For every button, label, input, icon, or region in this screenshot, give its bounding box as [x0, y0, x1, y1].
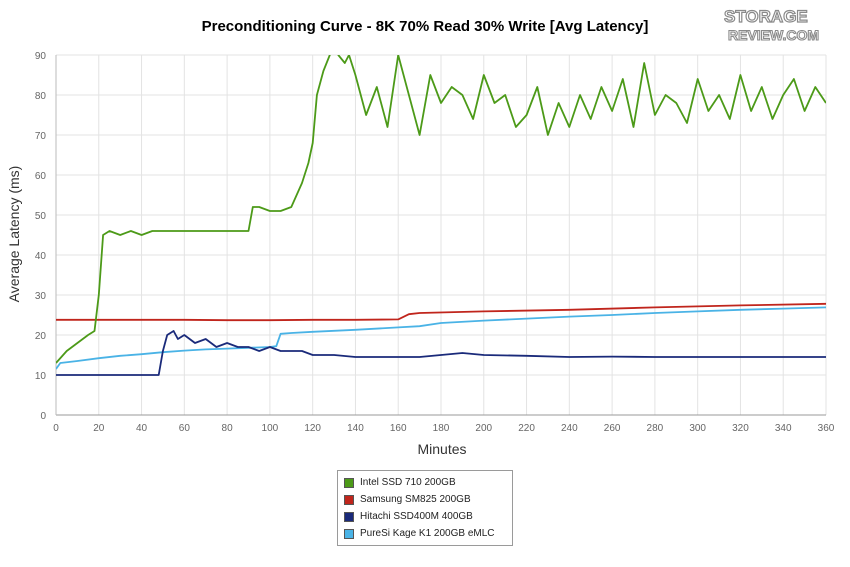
- x-tick-label: 300: [689, 423, 706, 434]
- y-tick-label: 50: [35, 211, 47, 222]
- legend: Intel SSD 710 200GB Samsung SM825 200GB …: [337, 470, 513, 546]
- series-line-puresi: [56, 306, 826, 370]
- legend-item-hitachi[interactable]: Hitachi SSD400M 400GB: [344, 508, 506, 525]
- legend-label: Intel SSD 710 200GB: [360, 477, 456, 488]
- y-tick-label: 80: [35, 91, 47, 102]
- y-tick-label: 20: [35, 331, 47, 342]
- x-tick-label: 220: [518, 423, 535, 434]
- plot-area: 0 20 40 60 80 100 120 140 160 180 200 220 240 260 280 3…: [6, 51, 835, 457]
- x-tick-label: 260: [604, 423, 621, 434]
- x-tick-label: 120: [304, 423, 321, 434]
- series-line-samsung: [56, 302, 826, 322]
- storagereview-logo: STORAGE REVIEW.COM: [724, 6, 820, 43]
- legend-swatch: [344, 477, 354, 488]
- x-tick-label: 280: [647, 423, 664, 434]
- legend-item-puresi[interactable]: PureSi Kage K1 200GB eMLC: [344, 525, 506, 542]
- legend-label: Samsung SM825 200GB: [360, 494, 471, 505]
- y-tick-label: 30: [35, 291, 47, 302]
- x-tick-label: 60: [179, 423, 191, 434]
- x-tick-label: 0: [53, 423, 59, 434]
- y-tick-label: 0: [40, 411, 46, 422]
- x-tick-label: 140: [347, 423, 364, 434]
- axis-ticks: 0 20 40 60 80 100 120 140 160 180 200 220 240 260 280 3…: [35, 51, 835, 434]
- legend-swatch: [344, 528, 354, 539]
- series-line-hitachi: [56, 330, 826, 376]
- x-tick-label: 200: [475, 423, 492, 434]
- y-tick-label: 10: [35, 371, 47, 382]
- y-tick-label: 40: [35, 251, 47, 262]
- logo-line-1: STORAGE: [724, 7, 808, 26]
- x-tick-label: 340: [775, 423, 792, 434]
- x-tick-label: 160: [390, 423, 407, 434]
- y-tick-label: 60: [35, 171, 47, 182]
- series-line-intel: [56, 55, 826, 364]
- legend-label: PureSi Kage K1 200GB eMLC: [360, 528, 495, 539]
- logo-line-2: REVIEW.COM: [728, 27, 819, 43]
- x-axis-label: Minutes: [417, 441, 466, 457]
- x-tick-label: 80: [222, 423, 234, 434]
- x-tick-label: 240: [561, 423, 578, 434]
- legend-item-samsung[interactable]: Samsung SM825 200GB: [344, 491, 506, 508]
- x-tick-label: 180: [433, 423, 450, 434]
- legend-item-intel[interactable]: Intel SSD 710 200GB: [344, 474, 506, 491]
- x-tick-label: 360: [818, 423, 835, 434]
- x-tick-label: 320: [732, 423, 749, 434]
- y-tick-label: 90: [35, 51, 47, 62]
- legend-label: Hitachi SSD400M 400GB: [360, 511, 473, 522]
- series-lines: [56, 55, 826, 376]
- chart-title: Preconditioning Curve - 8K 70% Read 30% …: [201, 18, 649, 35]
- legend-swatch: [344, 511, 354, 522]
- y-tick-label: 70: [35, 131, 47, 142]
- x-tick-label: 100: [262, 423, 279, 434]
- x-tick-label: 40: [136, 423, 148, 434]
- y-axis-label: Average Latency (ms): [6, 166, 22, 303]
- x-tick-label: 20: [93, 423, 105, 434]
- legend-swatch: [344, 494, 354, 505]
